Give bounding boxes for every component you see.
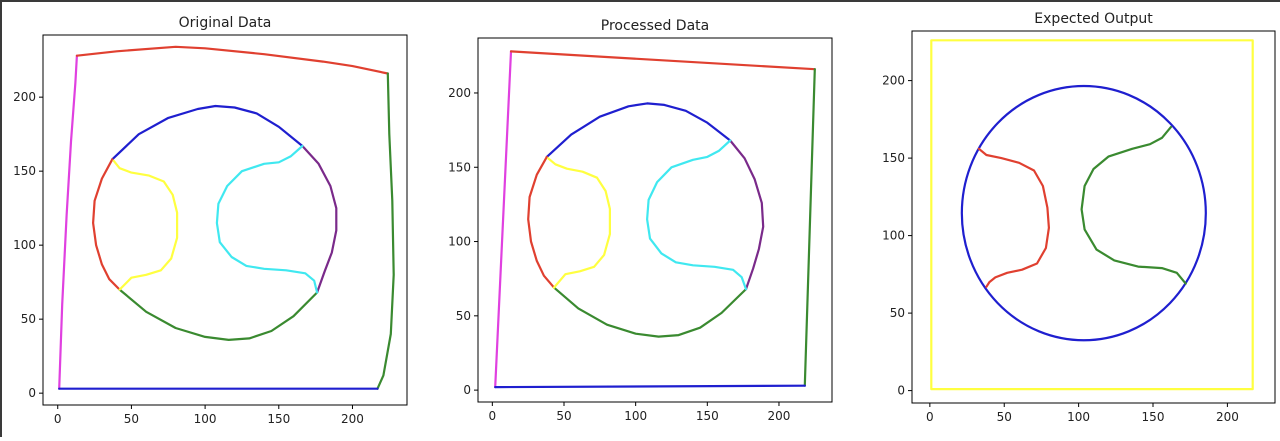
axes-frame: [477, 37, 833, 403]
chart-panel-3: Expected Output 0 50 100 150 200 0 50 100 150 200: [882, 11, 1276, 424]
y-tick-label: 50: [890, 306, 905, 320]
y-tick-label: 150: [448, 160, 471, 174]
y-tick-label: 200: [882, 74, 905, 88]
y-tick-label: 0: [463, 383, 471, 397]
chart-panel-1: Original Data 0 50 100 150 200 0 50 100 150 200: [13, 15, 408, 426]
axes-frame: [42, 34, 408, 406]
series-line-8: [729, 139, 765, 291]
y-tick-label: 50: [456, 309, 471, 323]
x-tick-label: 0: [489, 409, 497, 423]
x-tick-label: 200: [341, 412, 364, 426]
axes-frame: [911, 30, 1276, 404]
x-tick-label: 100: [1067, 410, 1090, 424]
y-tick-label: 200: [448, 86, 471, 100]
x-tick-label: 50: [556, 409, 571, 423]
series-line-9: [547, 157, 612, 289]
x-tick-label: 50: [997, 410, 1012, 424]
x-tick-label: 200: [1216, 410, 1239, 424]
series-line-9: [112, 159, 179, 291]
series-line-1: [494, 50, 513, 389]
series-line-4: [494, 384, 806, 389]
y-tick-label: 200: [13, 90, 36, 104]
series-line-2: [509, 50, 816, 71]
chart-title: Original Data: [179, 15, 272, 31]
y-tick-label: 100: [882, 229, 905, 243]
x-tick-label: 50: [124, 412, 139, 426]
series-line-7: [552, 286, 748, 338]
series-line-3: [977, 147, 1051, 288]
y-tick-label: 0: [28, 386, 36, 400]
series-line-5: [111, 104, 304, 161]
series-line-1: [58, 54, 79, 390]
series-line-10: [645, 139, 748, 291]
series-line-1: [930, 39, 1254, 391]
series-line-2: [960, 84, 1207, 342]
series-line-6: [91, 158, 121, 291]
y-tick-label: 50: [21, 312, 36, 326]
y-tick-label: 100: [13, 238, 36, 252]
x-tick-label: 200: [768, 409, 791, 423]
y-tick-label: 100: [448, 235, 471, 249]
chart-title: Processed Data: [601, 18, 710, 34]
y-tick-label: 0: [897, 384, 905, 398]
series-line-3: [803, 68, 816, 387]
x-tick-label: 150: [1142, 410, 1165, 424]
x-tick-label: 0: [54, 412, 62, 426]
series-line-3: [376, 72, 395, 390]
x-tick-label: 0: [926, 410, 934, 424]
series-line-10: [215, 144, 319, 294]
chart-panel-2: Processed Data 0 50 100 150 200 0 50 100 150 200: [448, 18, 833, 423]
y-tick-label: 150: [13, 164, 36, 178]
y-tick-label: 150: [882, 151, 905, 165]
x-tick-label: 150: [696, 409, 719, 423]
x-tick-label: 100: [624, 409, 647, 423]
chart-title: Expected Output: [1034, 11, 1153, 27]
series-line-2: [75, 45, 389, 75]
series-line-6: [527, 155, 556, 289]
series-line-4: [1080, 125, 1187, 285]
x-tick-label: 150: [267, 412, 290, 426]
x-tick-label: 100: [194, 412, 217, 426]
series-line-7: [118, 288, 319, 341]
series-line-8: [301, 144, 338, 294]
series-line-5: [545, 102, 732, 158]
